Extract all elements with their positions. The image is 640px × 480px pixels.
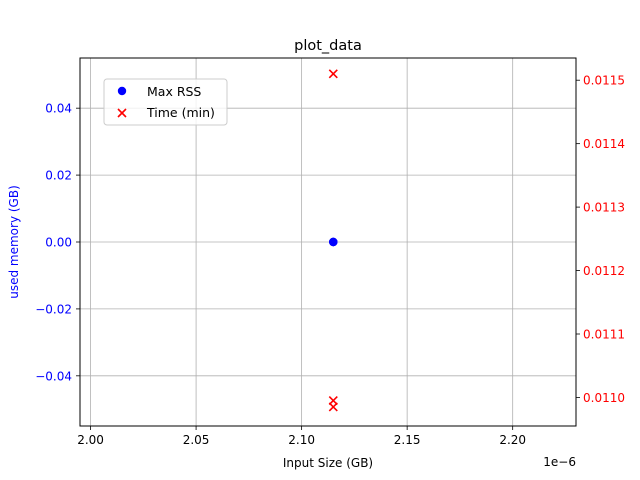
chart-title: plot_data	[294, 38, 362, 54]
data-point-stroke	[328, 402, 338, 412]
x-axis-offset-text: 1e−6	[543, 455, 576, 469]
right-y-tick-label: 0.0111	[583, 328, 625, 342]
legend-label-time: Time (min)	[146, 105, 215, 120]
left-y-tick-label: 0.02	[45, 169, 72, 183]
left-y-tick-label: 0.04	[45, 102, 72, 116]
right-y-tick-label: 0.0114	[583, 137, 625, 151]
x-axis-label: Input Size (GB)	[283, 456, 373, 470]
left-y-tick-label: −0.02	[35, 302, 72, 316]
x-tick-label: 2.05	[183, 433, 210, 447]
legend-label-max-rss: Max RSS	[147, 84, 201, 99]
right-y-tick-label: 0.0115	[583, 74, 625, 88]
left-y-axis: −0.04 −0.02 0.00 0.02 0.04	[35, 102, 80, 383]
legend-marker-time	[117, 108, 127, 118]
data-point-time	[328, 402, 338, 412]
x-axis: 2.00 2.05 2.10 2.15 2.20	[77, 426, 526, 447]
data-point-time	[328, 69, 338, 79]
right-y-tick-label: 0.0110	[583, 391, 625, 405]
left-y-axis-label: used memory (GB)	[7, 185, 21, 299]
right-y-tick-label: 0.0113	[583, 201, 625, 215]
x-tick-label: 2.20	[499, 433, 526, 447]
left-y-tick-label: −0.04	[35, 369, 72, 383]
right-y-axis: 0.0110 0.0111 0.0112 0.0113 0.0114 0.0115	[576, 74, 625, 405]
legend: Max RSS Time (min)	[103, 78, 228, 126]
x-tick-label: 2.00	[77, 433, 104, 447]
plot-data-layer	[328, 69, 338, 412]
left-y-tick-label: 0.00	[45, 236, 72, 250]
data-point-stroke	[328, 69, 338, 79]
legend-box	[103, 78, 228, 126]
x-tick-label: 2.15	[394, 433, 421, 447]
right-y-tick-label: 0.0112	[583, 264, 625, 278]
data-point-max-rss	[329, 237, 338, 247]
legend-marker-max-rss	[117, 86, 127, 96]
x-tick-label: 2.10	[288, 433, 315, 447]
